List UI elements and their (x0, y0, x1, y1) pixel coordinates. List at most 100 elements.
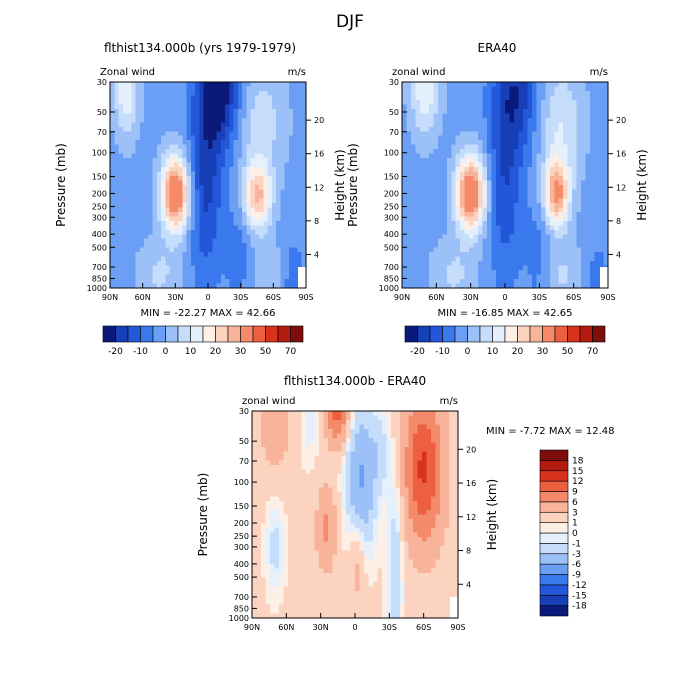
field-cell (395, 456, 401, 462)
field-cell (540, 95, 546, 101)
field-cell (491, 90, 497, 97)
field-cell (478, 153, 484, 159)
field-cell (563, 207, 569, 213)
field-cell (410, 117, 417, 123)
field-cell (131, 265, 137, 271)
field-cell (161, 153, 166, 159)
field-cell (271, 243, 277, 249)
field-cell (522, 90, 528, 97)
field-cell (368, 420, 374, 426)
field-cell (148, 256, 154, 262)
field-cell (186, 153, 192, 159)
field-cell (246, 198, 252, 204)
field-cell (419, 144, 425, 150)
field-cell (594, 131, 600, 137)
field-cell (148, 122, 154, 128)
field-cell (487, 180, 493, 186)
field-cell (276, 108, 282, 114)
field-cell (464, 131, 470, 137)
field-cell (203, 153, 209, 159)
field-cell (203, 279, 209, 285)
field-cell (554, 153, 560, 159)
field-cell (444, 460, 450, 466)
field-cell (254, 274, 260, 280)
field-cell (464, 283, 470, 289)
field-cell (195, 202, 201, 208)
field-cell (152, 252, 158, 258)
field-cell (451, 113, 457, 119)
field-cell (415, 189, 421, 195)
field-cell (288, 95, 294, 101)
field-cell (558, 189, 564, 195)
field-cell (487, 176, 493, 182)
field-cell (280, 153, 286, 159)
field-cell (288, 140, 294, 146)
field-cell (522, 265, 528, 271)
field-cell (169, 270, 175, 276)
field-cell (173, 135, 179, 141)
field-cell (225, 131, 230, 137)
field-cell (451, 158, 457, 164)
field-cell (482, 162, 488, 168)
field-cell (131, 216, 137, 222)
field-cell (505, 283, 511, 289)
field-cell (269, 442, 275, 448)
field-cell (114, 176, 120, 182)
field-cell (513, 104, 520, 110)
field-cell (549, 126, 555, 132)
field-cell (406, 198, 412, 204)
field-cell (274, 456, 280, 462)
field-cell (263, 176, 269, 182)
field-cell (208, 198, 213, 204)
field-cell (590, 216, 596, 222)
field-cell (527, 135, 533, 141)
field-cell (199, 158, 205, 164)
field-cell (216, 265, 222, 271)
field-cell (437, 126, 443, 132)
field-cell (572, 104, 578, 110)
field-cell (451, 225, 457, 231)
field-cell (603, 243, 609, 249)
field-cell (437, 144, 443, 150)
field-cell (377, 451, 383, 457)
field-cell (144, 256, 149, 262)
field-cell (451, 180, 457, 186)
field-cell (545, 202, 551, 208)
field-cell (208, 149, 213, 155)
field-cell (505, 211, 511, 217)
field-cell (135, 202, 141, 208)
field-cell (250, 149, 256, 155)
field-cell (252, 420, 258, 426)
field-cell (395, 415, 401, 421)
field-cell (122, 171, 128, 177)
field-cell (220, 95, 226, 101)
field-cell (271, 216, 277, 222)
field-cell (558, 176, 564, 182)
field-cell (259, 279, 264, 285)
field-cell (280, 162, 286, 168)
field-cell (513, 274, 520, 280)
field-cell (233, 122, 239, 128)
field-cell (144, 211, 149, 217)
field-cell (144, 220, 149, 226)
field-cell (464, 176, 470, 182)
field-cell (509, 144, 515, 150)
field-cell (301, 442, 307, 448)
field-cell (453, 433, 459, 439)
field-cell (536, 99, 542, 105)
field-cell (545, 86, 551, 92)
field-cell (442, 283, 448, 289)
field-cell (186, 113, 192, 119)
field-cell (540, 99, 546, 105)
field-cell (585, 180, 591, 186)
field-cell (186, 274, 192, 280)
field-cell (455, 82, 461, 88)
field-cell (435, 456, 441, 462)
field-cell (237, 99, 243, 105)
field-cell (491, 270, 497, 276)
field-cell (152, 274, 158, 280)
field-cell (110, 279, 115, 285)
field-cell (118, 261, 124, 267)
field-cell (368, 460, 374, 466)
field-cell (256, 447, 262, 453)
